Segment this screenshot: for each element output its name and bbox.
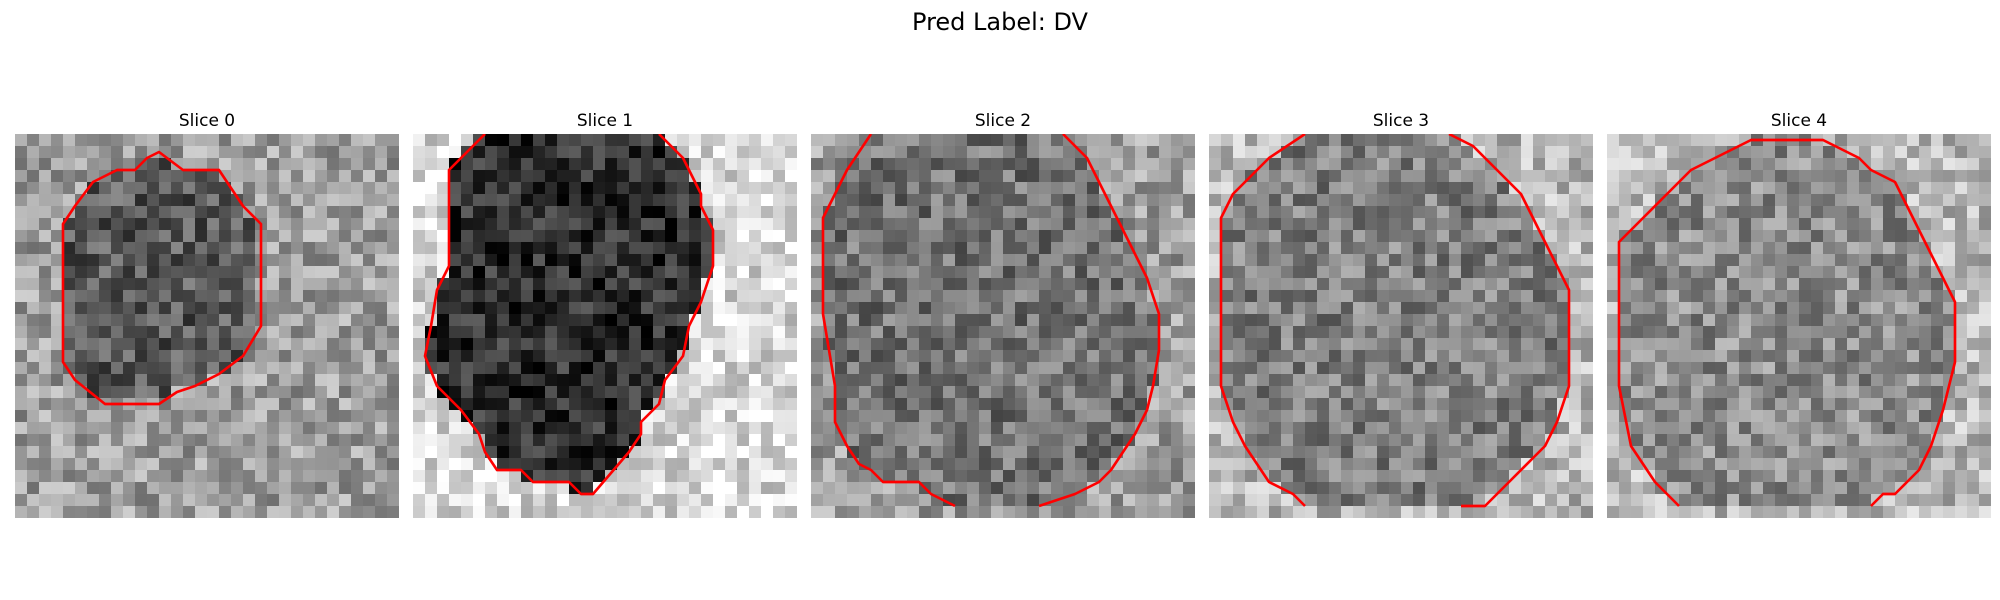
slice-panel-1: Slice 1: [413, 108, 797, 518]
pixel-grid: [15, 134, 399, 518]
slice-panel-2: Slice 2: [811, 108, 1195, 518]
pixel-grid: [1607, 134, 1991, 518]
segmentation-contour: [1038, 134, 1161, 508]
slice-image: [1209, 134, 1593, 518]
segmentation-contour: [1448, 134, 1571, 508]
slice-panel-0: Slice 0: [15, 108, 399, 518]
slice-title: Slice 1: [576, 111, 634, 131]
pixel-grid: [413, 134, 797, 518]
figure-title: Pred Label: DV: [912, 8, 1088, 36]
segmentation-contour: [1617, 138, 1957, 507]
segmentation-contour: [61, 150, 263, 406]
slice-image: [1607, 134, 1991, 518]
segmentation-contour: [821, 134, 956, 508]
pixel-grid: [811, 134, 1195, 518]
slice-title: Slice 0: [178, 111, 236, 131]
slice-panel-4: Slice 4: [1607, 108, 1991, 518]
slice-image: [15, 134, 399, 518]
segmentation-contour: [1219, 134, 1306, 507]
slice-image: [413, 134, 797, 518]
slice-title: Slice 3: [1372, 111, 1430, 131]
slice-image: [811, 134, 1195, 518]
slice-title: Slice 4: [1770, 111, 1828, 131]
slice-panel-3: Slice 3: [1209, 108, 1593, 518]
slice-title: Slice 2: [974, 111, 1032, 131]
segmentation-contour: [423, 134, 715, 496]
pixel-grid: [1209, 134, 1593, 518]
